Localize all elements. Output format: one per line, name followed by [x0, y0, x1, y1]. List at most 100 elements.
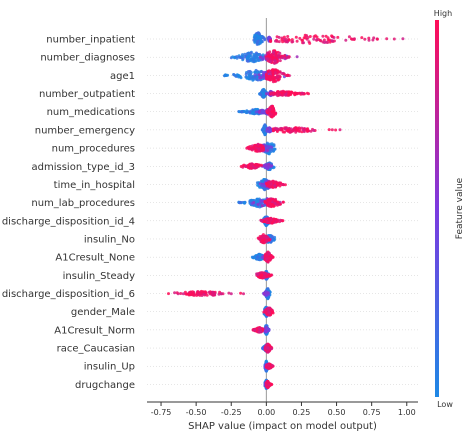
shap-point [278, 218, 282, 222]
shap-point [263, 37, 267, 41]
shap-point [375, 37, 379, 41]
shap-point [272, 50, 275, 54]
feature-label: insulin_No [84, 234, 135, 245]
shap-point [265, 255, 269, 258]
shap-point [278, 93, 282, 97]
shap-point [275, 39, 279, 43]
shap-point [271, 310, 274, 314]
shap-point [239, 291, 243, 295]
shap-point [301, 38, 304, 42]
shap-point [293, 126, 297, 130]
shap-point [273, 79, 277, 83]
shap-point [240, 110, 244, 114]
shap-point [267, 181, 271, 185]
shap-point [286, 35, 290, 38]
shap-point [286, 73, 290, 77]
shap-point [167, 292, 170, 296]
shap-point [248, 54, 252, 58]
shap-point [312, 129, 316, 132]
shap-point [385, 37, 389, 41]
shap-point [301, 128, 305, 132]
shap-point [191, 292, 195, 296]
shap-point [401, 37, 405, 41]
shap-point [250, 163, 253, 167]
shap-point [289, 90, 293, 94]
shap-point [256, 31, 260, 35]
shap-point [315, 38, 319, 42]
shap-point [260, 110, 264, 113]
shap-point [256, 273, 260, 277]
shap-point [336, 35, 340, 39]
shap-point [265, 274, 269, 278]
shap-point [268, 184, 272, 188]
shap-point [219, 292, 223, 296]
shap-point [271, 186, 275, 189]
shap-point [371, 38, 375, 42]
shap-point [242, 292, 245, 296]
shap-point [275, 219, 279, 223]
shap-point [268, 129, 272, 133]
shap-point [256, 142, 260, 146]
shap-point [262, 164, 266, 167]
shap-point [267, 238, 271, 242]
shap-point [295, 55, 299, 59]
shap-point [330, 34, 334, 38]
shap-point [196, 292, 200, 296]
shap-point [269, 39, 273, 43]
shap-point [282, 72, 286, 76]
shap-point [268, 107, 272, 111]
x-axis-ticks: -0.75 -0.50 -0.25 0.00 0.25 0.50 0.75 1.00 [151, 402, 416, 417]
shap-point [269, 273, 273, 277]
shap-point [274, 71, 277, 75]
shap-point [278, 51, 282, 55]
shap-point [321, 34, 325, 38]
shap-point [269, 254, 273, 257]
feature-label: discharge_disposition_id_4 [2, 216, 135, 227]
shap-point [244, 164, 248, 168]
shap-point [266, 220, 269, 224]
shap-point [185, 292, 189, 296]
shap-point [294, 35, 298, 39]
shap-point [245, 55, 249, 59]
shap-point [323, 41, 326, 44]
shap-point [173, 291, 177, 295]
shap-point [248, 69, 252, 73]
shap-point [253, 73, 257, 77]
x-tick-label: 0.75 [363, 408, 381, 417]
shap-point [261, 89, 265, 93]
shap-point [278, 59, 282, 63]
feature-label: A1Cresult_Norm [54, 325, 135, 336]
colorbar-title: Feature value [455, 177, 465, 239]
shap-point [256, 34, 260, 38]
x-tick-label: -0.25 [221, 408, 242, 417]
shap-point [270, 383, 274, 386]
shap-point [269, 308, 273, 312]
shap-point [264, 359, 268, 363]
shap-point [213, 291, 217, 295]
shap-point [280, 38, 284, 42]
shap-point [253, 70, 257, 74]
shap-point [308, 35, 312, 38]
shap-point [263, 200, 267, 204]
shap-point [326, 41, 330, 44]
shap-point [307, 92, 310, 96]
shap-point [255, 148, 259, 152]
shap-point [266, 313, 270, 317]
shap-point [347, 35, 351, 39]
shap-point [252, 145, 255, 149]
shap-point [246, 59, 250, 63]
shap-point [246, 76, 250, 80]
shap-point [284, 37, 288, 41]
feature-label: num_medications [47, 107, 135, 118]
shap-point [260, 273, 264, 277]
shap-point [274, 52, 278, 56]
shap-point [258, 205, 262, 209]
shap-point [281, 200, 285, 204]
shap-point [261, 70, 265, 74]
shap-point [262, 129, 266, 133]
shap-point [207, 290, 211, 294]
shap-point [306, 129, 310, 133]
feature-label: discharge_disposition_id_6 [2, 289, 135, 300]
shap-point [258, 35, 262, 39]
feature-label: number_diagnoses [40, 53, 135, 64]
